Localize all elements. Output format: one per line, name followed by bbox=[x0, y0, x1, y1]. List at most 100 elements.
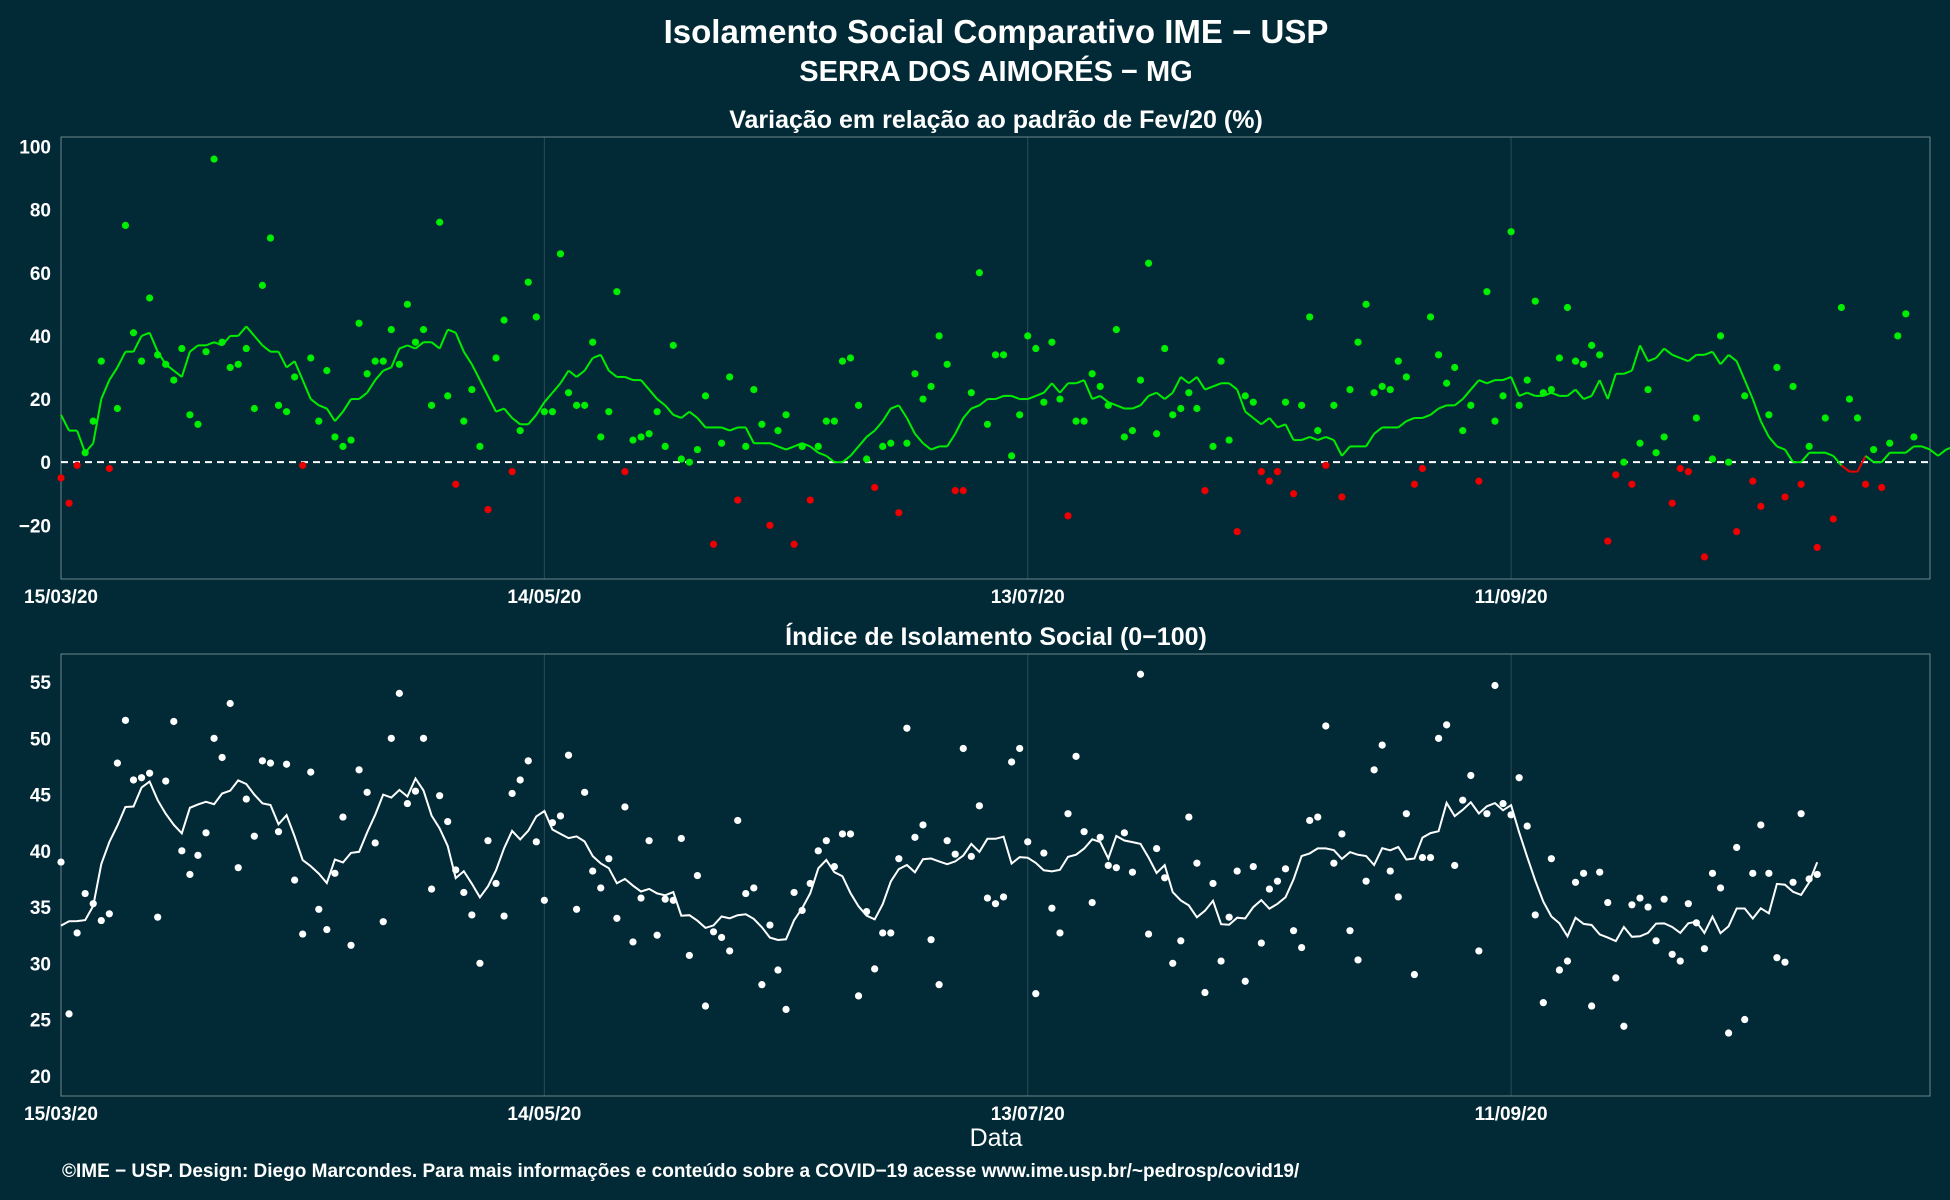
index-point bbox=[1088, 898, 1096, 907]
index-point bbox=[291, 876, 299, 884]
index-point bbox=[65, 1010, 73, 1018]
moving-average-segment bbox=[1921, 445, 1931, 451]
index-point bbox=[121, 716, 130, 724]
moving-average-segment bbox=[1606, 373, 1617, 400]
moving-average-segment bbox=[696, 417, 707, 429]
variation-point bbox=[1604, 537, 1612, 545]
index-point bbox=[1434, 734, 1443, 742]
variation-point bbox=[685, 458, 693, 466]
x-tick-label: 11/09/20 bbox=[1475, 1104, 1548, 1125]
variation-point bbox=[1579, 360, 1588, 368]
moving-average-segment bbox=[1438, 404, 1448, 410]
index-point bbox=[879, 929, 887, 937]
moving-average-segment bbox=[1332, 439, 1343, 457]
variation-point bbox=[1765, 411, 1773, 419]
moving-average-segment bbox=[253, 335, 264, 347]
index-point bbox=[186, 870, 194, 879]
index-point bbox=[758, 981, 766, 989]
moving-average-segment bbox=[1864, 455, 1875, 463]
variation-point bbox=[863, 455, 871, 463]
variation-point bbox=[1499, 392, 1507, 400]
moving-average-segment bbox=[92, 398, 103, 444]
index-point bbox=[1402, 810, 1410, 818]
variation-point bbox=[1314, 427, 1322, 435]
x-tick-label: 14/05/20 bbox=[507, 1104, 581, 1125]
index-point bbox=[524, 757, 532, 765]
moving-average-segment bbox=[1059, 382, 1069, 394]
moving-average-segment bbox=[1188, 376, 1198, 385]
moving-average-segment bbox=[310, 398, 320, 407]
index-point bbox=[653, 931, 661, 939]
variation-point bbox=[1757, 502, 1765, 510]
index-point bbox=[927, 936, 935, 944]
variation-point bbox=[1539, 389, 1547, 397]
variation-point bbox=[1402, 373, 1410, 381]
index-point bbox=[266, 759, 275, 767]
variation-point bbox=[1378, 382, 1386, 391]
variation-point bbox=[1330, 401, 1338, 409]
isolation-index-panel: 15/03/20 14/05/20 13/07/20 11/09/20 20 25 30 35… bbox=[24, 653, 1931, 1125]
moving-average-segment bbox=[495, 407, 505, 413]
index-point bbox=[460, 888, 468, 897]
variation-point bbox=[1153, 430, 1161, 438]
index-point bbox=[1692, 919, 1700, 927]
variation-point bbox=[1797, 480, 1805, 488]
moving-average-segment bbox=[1075, 379, 1085, 385]
index-point bbox=[1676, 957, 1684, 965]
y-tick-label: 0 bbox=[40, 453, 51, 474]
moving-average-segment bbox=[1470, 379, 1480, 391]
index-point bbox=[766, 921, 774, 929]
variation-point bbox=[274, 401, 283, 409]
index-point bbox=[1386, 867, 1394, 875]
index-point bbox=[991, 900, 1000, 908]
variation-point bbox=[291, 373, 299, 381]
variation-point bbox=[250, 404, 258, 413]
variation-point bbox=[1789, 382, 1797, 391]
variation-point bbox=[1144, 259, 1153, 267]
variation-point bbox=[572, 401, 581, 409]
moving-average-segment bbox=[318, 404, 328, 410]
variation-point bbox=[1217, 357, 1225, 365]
variation-point bbox=[1733, 528, 1741, 536]
variation-point bbox=[331, 433, 339, 441]
variation-point bbox=[1265, 477, 1274, 485]
footer-credit: ©IME − USP. Design: Diego Marcondes. Par… bbox=[62, 1161, 1300, 1182]
index-point bbox=[750, 884, 758, 892]
index-point bbox=[1394, 893, 1402, 901]
moving-average-segment bbox=[390, 348, 401, 368]
moving-average-segment bbox=[293, 360, 304, 381]
moving-average-segment bbox=[785, 445, 795, 451]
variation-point bbox=[605, 408, 613, 416]
index-point bbox=[1716, 884, 1725, 892]
index-point bbox=[1612, 974, 1620, 982]
moving-average-segment bbox=[583, 357, 594, 372]
moving-average-segment bbox=[543, 392, 554, 403]
index-point bbox=[597, 884, 605, 892]
index-point bbox=[1217, 957, 1225, 965]
variation-point bbox=[379, 357, 387, 365]
index-point bbox=[97, 916, 105, 925]
index-point bbox=[379, 918, 387, 926]
x-tick-label: 11/09/20 bbox=[1475, 587, 1548, 608]
variation-point bbox=[983, 420, 992, 428]
index-point bbox=[1120, 829, 1128, 837]
variation-point bbox=[1298, 401, 1306, 409]
index-point bbox=[661, 895, 669, 903]
index-point bbox=[669, 896, 677, 904]
variation-point bbox=[734, 496, 742, 504]
moving-average-segment bbox=[1937, 448, 1947, 457]
variation-point bbox=[363, 370, 371, 378]
index-point bbox=[613, 914, 621, 922]
variation-point bbox=[661, 442, 669, 450]
moving-average-segment bbox=[970, 404, 980, 410]
variation-point bbox=[411, 338, 420, 346]
variation-point bbox=[508, 468, 516, 476]
index-point bbox=[854, 992, 863, 1000]
moving-average-segment bbox=[116, 351, 127, 368]
moving-average-segment bbox=[398, 344, 408, 350]
y-tick-label: 20 bbox=[30, 1067, 51, 1088]
moving-average-segment bbox=[1099, 395, 1109, 403]
index-point bbox=[1459, 796, 1467, 804]
variation-point bbox=[1434, 351, 1443, 359]
